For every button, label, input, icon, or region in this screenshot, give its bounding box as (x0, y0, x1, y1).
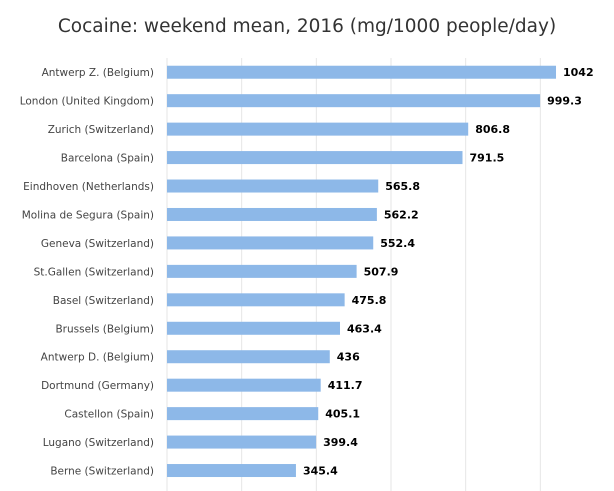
category-label: Basel (Switzerland) (53, 295, 154, 307)
data-label: 999.3 (547, 95, 582, 108)
category-label: Geneva (Switzerland) (41, 238, 154, 250)
category-label: Antwerp Z. (Belgium) (42, 67, 154, 79)
bar (167, 293, 345, 307)
bar (167, 151, 463, 165)
data-label: 345.4 (303, 465, 338, 478)
data-label: 562.2 (384, 208, 419, 221)
data-label: 552.4 (380, 237, 415, 250)
data-label: 475.8 (352, 294, 387, 307)
data-label: 565.8 (385, 180, 420, 193)
category-label: Berne (Switzerland) (50, 466, 154, 478)
category-label: Molina de Segura (Spain) (22, 209, 154, 221)
data-label: 399.4 (323, 436, 358, 449)
bar (167, 378, 321, 392)
bar (167, 179, 379, 193)
bar (167, 407, 319, 421)
category-label: Lugano (Switzerland) (43, 437, 154, 449)
category-label: St.Gallen (Switzerland) (34, 266, 154, 278)
bar (167, 122, 469, 136)
bar (167, 435, 317, 449)
category-label: Castellon (Spain) (64, 409, 154, 421)
data-label: 791.5 (469, 152, 504, 165)
data-label: 1042 (563, 66, 594, 79)
category-label: Antwerp D. (Belgium) (41, 352, 154, 364)
category-label: London (United Kingdom) (20, 96, 154, 108)
category-label: Brussels (Belgium) (55, 323, 154, 335)
bar (167, 65, 557, 79)
category-label: Barcelona (Spain) (61, 153, 154, 165)
bar (167, 264, 357, 278)
bar (167, 207, 377, 221)
data-label: 463.4 (347, 322, 382, 335)
bar (167, 94, 541, 108)
data-label: 507.9 (364, 265, 399, 278)
category-label: Dortmund (Germany) (41, 380, 154, 392)
bar (167, 350, 330, 364)
bar (167, 464, 296, 478)
bar (167, 236, 374, 250)
data-label: 436 (337, 351, 360, 364)
data-label: 411.7 (328, 379, 363, 392)
chart-title: Cocaine: weekend mean, 2016 (mg/1000 peo… (57, 16, 557, 37)
data-label: 806.8 (475, 123, 510, 136)
category-label: Eindhoven (Netherlands) (23, 181, 154, 193)
data-label: 405.1 (325, 408, 360, 421)
category-label: Zurich (Switzerland) (48, 124, 154, 136)
bar (167, 321, 341, 335)
